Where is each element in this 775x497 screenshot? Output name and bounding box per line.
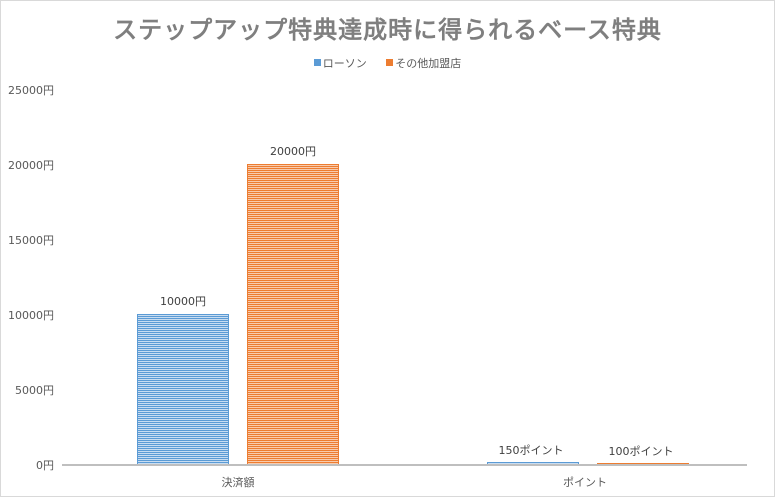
- x-axis-line: [62, 464, 747, 466]
- y-tick: 5000円: [15, 384, 54, 397]
- legend-swatch-orange-icon: [386, 59, 394, 66]
- y-tick: 25000円: [8, 84, 54, 97]
- data-label: 150ポイント: [498, 444, 564, 457]
- bar-other-points: [597, 463, 689, 464]
- y-tick: 15000円: [8, 234, 54, 247]
- legend-label: その他加盟店: [395, 57, 462, 70]
- x-category-label: ポイント: [563, 476, 607, 489]
- y-tick: 0円: [36, 459, 54, 472]
- legend-label: ローソン: [322, 57, 367, 70]
- data-label: 10000円: [160, 295, 206, 308]
- data-label: 100ポイント: [608, 445, 674, 458]
- bar-other-payment: [247, 164, 339, 464]
- data-label: 20000円: [270, 145, 316, 158]
- bar-lawson-payment: [137, 314, 229, 464]
- y-tick: 20000円: [8, 159, 54, 172]
- legend: ローソン その他加盟店: [0, 55, 775, 71]
- chart-title: ステップアップ特典達成時に得られるベース特典: [113, 16, 662, 44]
- bar-lawson-points: [487, 462, 579, 464]
- legend-swatch-blue-icon: [313, 59, 321, 66]
- y-tick: 10000円: [8, 309, 54, 322]
- legend-item-lawson: ローソン: [313, 55, 367, 71]
- x-category-label: 決済額: [221, 476, 255, 489]
- legend-item-other: その他加盟店: [386, 55, 461, 71]
